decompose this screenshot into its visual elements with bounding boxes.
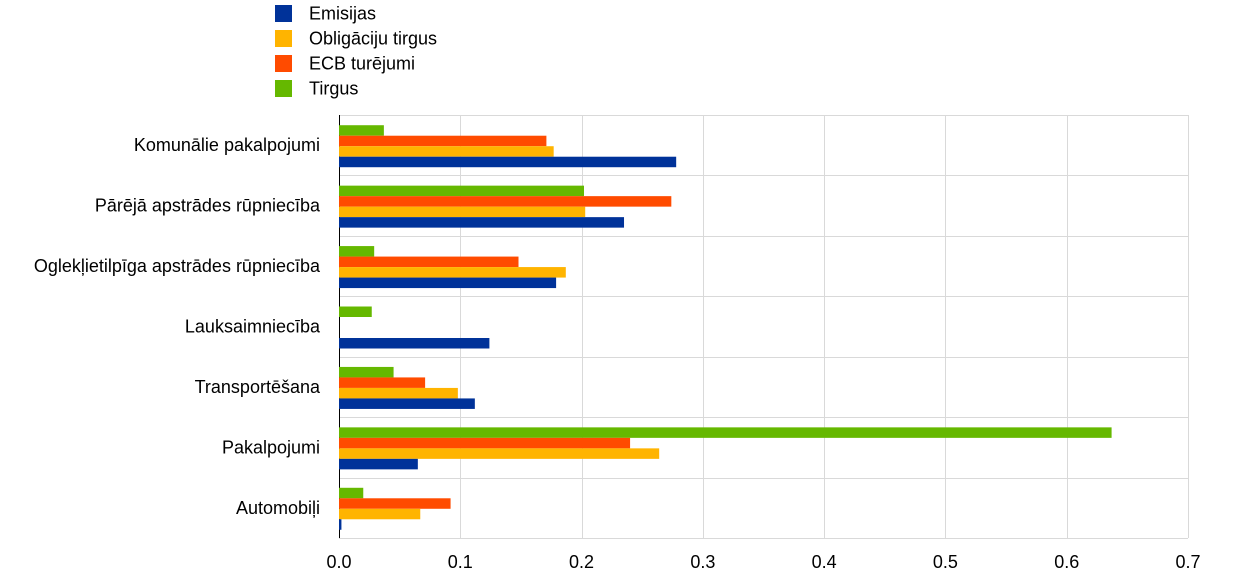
- bar-ecb-turejumi-pareja-apstrades-rupnieciba: [339, 196, 672, 207]
- x-tick-label: 0.6: [1054, 552, 1079, 572]
- legend: Emisijas Obligāciju tirgus ECB turējumi Tir…: [275, 4, 437, 99]
- legend-label-ecb-turejumi: ECB turējumi: [309, 54, 415, 74]
- bar-ecb-turejumi-ogleklietilpiga-apstrades-rupnieciba: [339, 256, 519, 268]
- bar-emisijas-automobili: [339, 519, 342, 530]
- x-tick-label: 0.1: [448, 552, 473, 572]
- legend-label-tirgus: Tirgus: [309, 79, 358, 99]
- category-label-transportesana: Transportēšana: [195, 377, 321, 397]
- bar-emisijas-komunalie-pakalpojumi: [339, 156, 677, 168]
- category-label-lauksaimnieciba: Lauksaimniecība: [185, 317, 321, 337]
- x-tick-label: 0.4: [812, 552, 837, 572]
- category-label-komunalie-pakalpojumi: Komunālie pakalpojumi: [134, 135, 320, 155]
- x-tick-label: 0.5: [933, 552, 958, 572]
- x-tick-labels: 0.0 0.1 0.2 0.3 0.4 0.5 0.6 0.7: [326, 552, 1200, 572]
- bar-ecb-turejumi-komunalie-pakalpojumi: [339, 135, 547, 147]
- bar-tirgus-ogleklietilpiga-apstrades-rupnieciba: [339, 246, 375, 257]
- bar-obligaciju-tirgus-transportesana: [339, 387, 458, 399]
- bars: [339, 125, 1112, 530]
- bar-tirgus-automobili: [339, 487, 364, 499]
- legend-label-obligaciju-tirgus: Obligāciju tirgus: [309, 29, 437, 49]
- bar-ecb-turejumi-automobili: [339, 498, 451, 509]
- legend-swatch-emisijas: [275, 5, 292, 22]
- legend-swatch-ecb-turejumi: [275, 55, 292, 72]
- bar-obligaciju-tirgus-automobili: [339, 508, 421, 520]
- bar-emisijas-lauksaimnieciba: [339, 338, 490, 349]
- x-tick-label: 0.0: [326, 552, 351, 572]
- bar-emisijas-ogleklietilpiga-apstrades-rupnieciba: [339, 277, 557, 289]
- bar-obligaciju-tirgus-pareja-apstrades-rupnieciba: [339, 206, 586, 218]
- bar-tirgus-komunalie-pakalpojumi: [339, 125, 384, 136]
- x-tick-label: 0.2: [569, 552, 594, 572]
- bar-tirgus-transportesana: [339, 366, 394, 378]
- bar-tirgus-pareja-apstrades-rupnieciba: [339, 185, 584, 197]
- category-label-pakalpojumi: Pakalpojumi: [222, 437, 320, 457]
- bar-tirgus-pakalpojumi: [339, 427, 1112, 438]
- bar-ecb-turejumi-transportesana: [339, 377, 426, 388]
- category-label-automobili: Automobiļi: [236, 498, 320, 518]
- bar-obligaciju-tirgus-ogleklietilpiga-apstrades-rupnieciba: [339, 267, 566, 278]
- legend-label-emisijas: Emisijas: [309, 4, 376, 24]
- category-labels: Komunālie pakalpojumi Pārējā apstrādes rū…: [34, 135, 321, 518]
- x-tick-label: 0.7: [1175, 552, 1200, 572]
- legend-swatch-tirgus: [275, 80, 292, 97]
- legend-swatch-obligaciju-tirgus: [275, 30, 292, 47]
- category-label-pareja-apstrades-rupnieciba: Pārējā apstrādes rūpniecība: [95, 196, 321, 216]
- bar-obligaciju-tirgus-pakalpojumi: [339, 448, 660, 459]
- bar-emisijas-transportesana: [339, 398, 475, 409]
- bar-obligaciju-tirgus-komunalie-pakalpojumi: [339, 146, 554, 157]
- bar-emisijas-pakalpojumi: [339, 458, 418, 470]
- x-tick-label: 0.3: [690, 552, 715, 572]
- grid: [339, 115, 1189, 539]
- bar-emisijas-pareja-apstrades-rupnieciba: [339, 217, 625, 228]
- category-label-ogleklietilpiga-apstrades-rupnieciba: Oglekļietilpīga apstrādes rūpniecība: [34, 256, 321, 276]
- bar-tirgus-lauksaimnieciba: [339, 306, 372, 317]
- bar-ecb-turejumi-pakalpojumi: [339, 437, 631, 449]
